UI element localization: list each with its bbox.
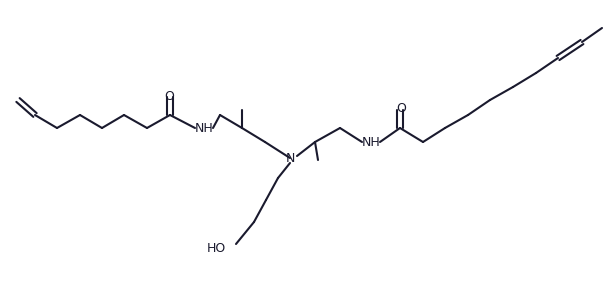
Text: N: N [286, 151, 295, 164]
Text: NH: NH [195, 121, 214, 134]
Text: HO: HO [207, 242, 226, 255]
Text: O: O [164, 90, 174, 103]
Text: O: O [396, 103, 406, 116]
Text: NH: NH [362, 136, 381, 149]
